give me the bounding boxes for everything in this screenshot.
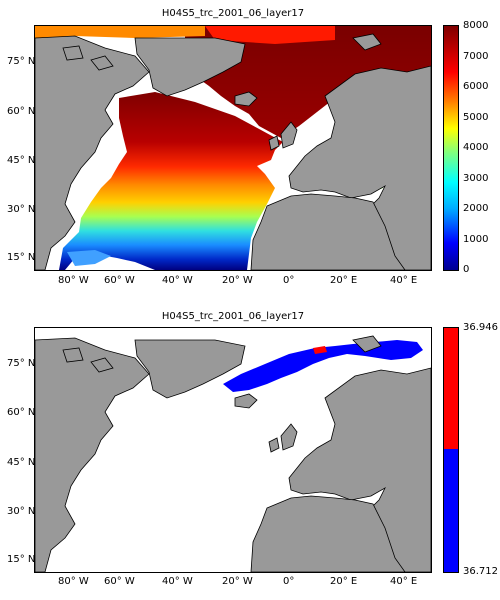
- top-map-svg: [35, 26, 431, 270]
- top-panel-title: H04S5_trc_2001_06_layer17: [161, 8, 305, 19]
- bottom-map: [34, 327, 432, 573]
- top-colorbar-tick-8000: 8000: [463, 20, 489, 31]
- bottom-lat-label-15: 15° N: [7, 554, 36, 565]
- bottom-lon-label-60w: 60° W: [104, 576, 135, 587]
- top-colorbar-tick-0: 0: [463, 264, 470, 275]
- top-colorbar-tick-7000: 7000: [463, 51, 489, 62]
- bottom-lon-label-0: 0°: [283, 576, 295, 587]
- top-lat-label-15: 15° N: [7, 252, 36, 263]
- bottom-lon-label-20w: 20° W: [222, 576, 253, 587]
- bottom-lon-label-40e: 40° E: [390, 576, 418, 587]
- data-field-nordic: [185, 26, 431, 138]
- bottom-lon-label-80w: 80° W: [58, 576, 89, 587]
- data-field-caribbean: [67, 250, 111, 266]
- bottom-lat-label-60: 60° N: [7, 407, 36, 418]
- data-field-arctic-top: [35, 26, 205, 38]
- top-lon-label-20w: 20° W: [222, 275, 253, 286]
- top-lon-label-80w: 80° W: [58, 275, 89, 286]
- bottom-lon-label-20e: 20° E: [330, 576, 358, 587]
- land-mass: [35, 33, 431, 270]
- top-lat-label-75: 75° N: [7, 56, 36, 67]
- data-field-red-patch: [313, 346, 327, 354]
- top-lat-label-45: 45° N: [7, 155, 36, 166]
- bottom-lat-label-45: 45° N: [7, 457, 36, 468]
- bottom-colorbar-bottom-label: 36.712: [463, 566, 498, 577]
- bottom-lat-label-30: 30° N: [7, 506, 36, 517]
- top-lat-label-30: 30° N: [7, 204, 36, 215]
- top-lat-label-60: 60° N: [7, 106, 36, 117]
- top-lon-label-40e: 40° E: [390, 275, 418, 286]
- top-colorbar-tick-4000: 4000: [463, 142, 489, 153]
- bottom-panel-title: H04S5_trc_2001_06_layer17: [161, 311, 305, 322]
- top-lon-label-60w: 60° W: [104, 275, 135, 286]
- land-mass-bottom: [35, 335, 431, 572]
- data-field-atlantic: [59, 92, 283, 270]
- data-field-blue-band: [223, 340, 423, 392]
- bottom-lon-label-40w: 40° W: [162, 576, 193, 587]
- data-field-arctic-red: [205, 26, 335, 44]
- top-lon-label-0: 0°: [283, 275, 295, 286]
- top-colorbar: [443, 25, 459, 271]
- bottom-lat-label-75: 75° N: [7, 358, 36, 369]
- top-lon-label-20e: 20° E: [330, 275, 358, 286]
- bottom-colorbar-top-label: 36.946: [463, 322, 498, 333]
- top-colorbar-tick-2000: 2000: [463, 203, 489, 214]
- top-colorbar-tick-5000: 5000: [463, 112, 489, 123]
- bottom-colorbar-red: [444, 328, 458, 449]
- top-colorbar-tick-6000: 6000: [463, 81, 489, 92]
- top-lon-label-40w: 40° W: [162, 275, 193, 286]
- top-colorbar-tick-3000: 3000: [463, 173, 489, 184]
- bottom-map-svg: [35, 335, 431, 572]
- bottom-colorbar-blue: [444, 449, 458, 572]
- bottom-colorbar: [443, 327, 459, 573]
- top-map: [34, 25, 432, 271]
- top-colorbar-tick-1000: 1000: [463, 234, 489, 245]
